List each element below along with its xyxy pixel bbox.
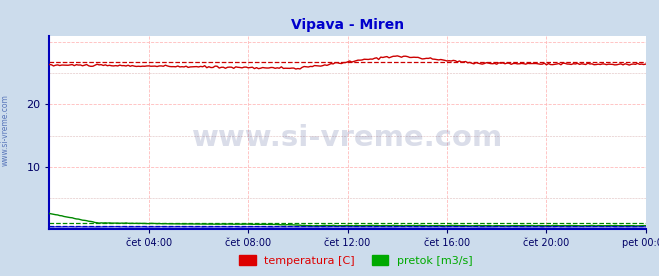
Text: www.si-vreme.com: www.si-vreme.com — [1, 94, 10, 166]
Text: www.si-vreme.com: www.si-vreme.com — [192, 124, 503, 152]
Title: Vipava - Miren: Vipava - Miren — [291, 18, 404, 32]
Legend: temperatura [C], pretok [m3/s]: temperatura [C], pretok [m3/s] — [235, 251, 477, 270]
